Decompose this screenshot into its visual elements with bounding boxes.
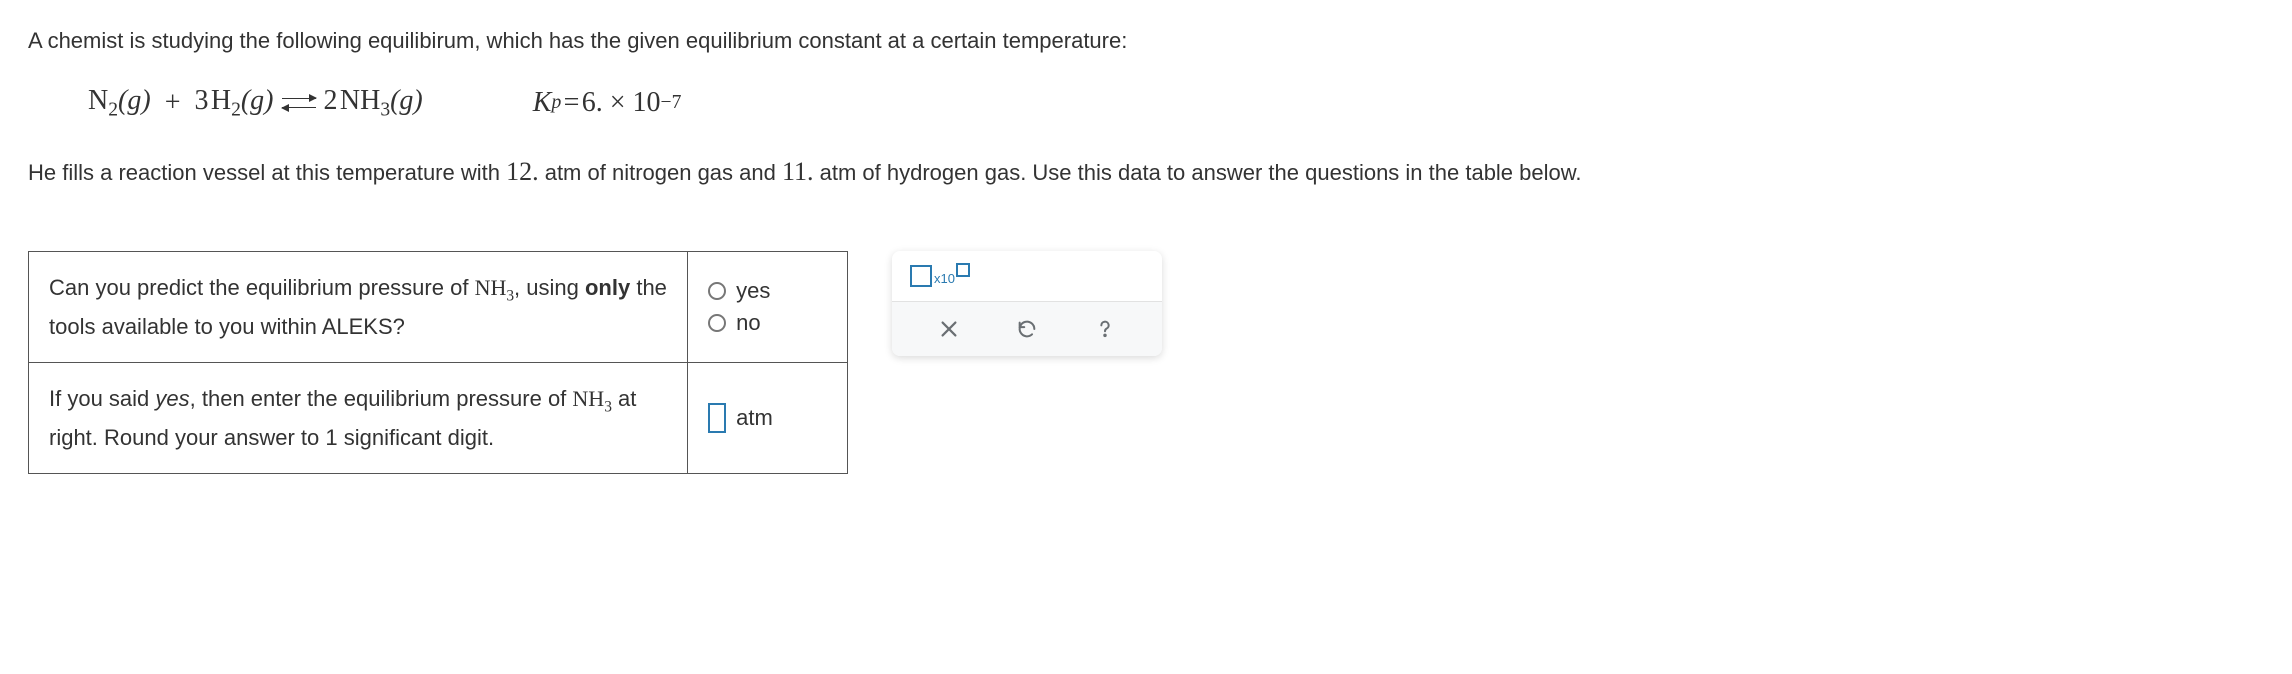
question-2: If you said yes, then enter the equilibr… <box>29 362 688 473</box>
sci-mantissa-box <box>910 265 932 287</box>
radio-icon <box>708 314 726 332</box>
question-icon <box>1094 318 1116 340</box>
reset-button[interactable] <box>1012 314 1042 344</box>
unit-label: atm <box>736 405 773 431</box>
plus-1: + <box>165 87 181 119</box>
followup-text: He fills a reaction vessel at this tempe… <box>28 152 2264 191</box>
radio-no[interactable]: no <box>708 310 827 336</box>
radio-icon <box>708 282 726 300</box>
help-button[interactable] <box>1090 314 1120 344</box>
radio-yes-label: yes <box>736 278 770 304</box>
scientific-notation-button[interactable]: x10 <box>910 265 970 287</box>
intro-text: A chemist is studying the following equi… <box>28 24 2264 57</box>
sci-exponent-box <box>956 263 970 277</box>
answer-2: atm <box>688 362 848 473</box>
pressure-input[interactable] <box>708 403 726 433</box>
product: 2 NH3(g) <box>324 85 423 122</box>
radio-yes[interactable]: yes <box>708 278 827 304</box>
reactant-1: N2(g) <box>88 85 151 122</box>
tool-top: x10 <box>892 251 1162 301</box>
kp-expression: Kp = 6. × 10−7 <box>533 87 682 119</box>
tool-bottom <box>892 301 1162 356</box>
chemical-equation: N2(g) + 3 H2(g) 2 NH3(g) <box>88 85 423 122</box>
equation-line: N2(g) + 3 H2(g) 2 NH3(g) Kp = 6. × 10−7 <box>88 85 2264 122</box>
equilibrium-arrows-icon <box>282 93 316 113</box>
x-icon <box>938 318 960 340</box>
reactant-2: 3 H2(g) <box>194 85 273 122</box>
question-1: Can you predict the equilibrium pressure… <box>29 251 688 362</box>
radio-no-label: no <box>736 310 760 336</box>
undo-icon <box>1016 318 1038 340</box>
clear-button[interactable] <box>934 314 964 344</box>
tool-card: x10 <box>892 251 1162 356</box>
question-table: Can you predict the equilibrium pressure… <box>28 251 848 474</box>
sci-x10-label: x10 <box>934 271 955 286</box>
answer-1: yes no <box>688 251 848 362</box>
